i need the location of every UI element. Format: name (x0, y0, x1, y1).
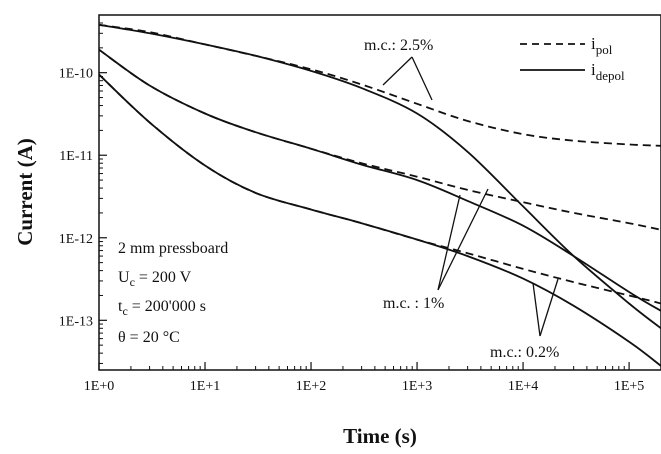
info-line-4: θ = 20 °C (118, 329, 180, 346)
annotation-mc-0-2: m.c.: 0.2% (490, 278, 559, 361)
legend: ipol idepol (520, 34, 625, 83)
annotation-mc-2-5-label: m.c.: 2.5% (364, 37, 433, 54)
info-line-2-sub: c (130, 275, 135, 289)
y-tick-labels: 1E-13 1E-12 1E-11 1E-10 (59, 67, 93, 330)
y-axis-title: Current (A) (13, 138, 37, 246)
info-line-2-main: U (118, 269, 130, 286)
info-line-3-rest: = 200'000 s (128, 298, 206, 315)
x-axis-title: Time (s) (343, 424, 417, 448)
annotation-mc-0-2-label: m.c.: 0.2% (490, 344, 559, 361)
y-tick-label: 1E-12 (59, 232, 93, 247)
ipol-curve-0 (99, 23, 661, 147)
annotation-mc-2-5-leader-a (382, 56, 413, 86)
annotation-mc-2-5-leader-b (411, 56, 433, 101)
annotation-mc-1-label: m.c. : 1% (383, 295, 444, 312)
annotation-mc-2-5: m.c.: 2.5% (364, 37, 433, 101)
series-layer (99, 23, 661, 367)
info-line-3-sub: c (122, 304, 127, 318)
annotation-mc-1: m.c. : 1% (383, 188, 489, 312)
ipol-curve-1 (99, 48, 661, 231)
x-tick-label: 1E+5 (614, 379, 644, 394)
x-tick-label: 1E+4 (508, 379, 538, 394)
annotation-mc-1-leader-a (437, 194, 461, 291)
x-tick-label: 1E+3 (402, 379, 432, 394)
info-line-2-rest: = 200 V (135, 269, 192, 286)
legend-idepol-main: i (591, 60, 596, 79)
annotation-mc-0-2-leader-a (532, 282, 541, 337)
legend-label-ipol: ipol (591, 34, 613, 57)
info-box: 2 mm pressboard Uc = 200 V tc = 200'000 … (118, 240, 228, 346)
idepol-curve-0 (99, 23, 661, 330)
annotation-mc-0-2-leader-b (539, 278, 559, 337)
tick-marks (98, 14, 661, 370)
idepol-curve-1 (99, 48, 661, 312)
info-line-3: tc = 200'000 s (118, 298, 206, 318)
annotation-mc-1-leader-b (437, 188, 489, 291)
legend-ipol-main: i (591, 34, 596, 53)
x-tick-label: 1E+2 (296, 379, 326, 394)
info-line-1: 2 mm pressboard (118, 240, 228, 257)
y-tick-label: 1E-11 (59, 149, 93, 164)
info-line-2: Uc = 200 V (118, 269, 192, 289)
x-tick-label: 1E+0 (84, 379, 114, 394)
x-tick-label: 1E+1 (190, 379, 220, 394)
legend-label-idepol: idepol (591, 60, 625, 83)
legend-ipol-sub: pol (596, 42, 613, 57)
idepol-curve-2 (99, 73, 661, 367)
info-line-3-main: t (118, 298, 123, 315)
x-tick-labels: 1E+0 1E+1 1E+2 1E+3 1E+4 1E+5 (84, 379, 645, 394)
y-tick-label: 1E-10 (59, 67, 93, 82)
legend-idepol-sub: depol (596, 68, 625, 83)
y-tick-label: 1E-13 (59, 314, 93, 329)
plot-frame (98, 14, 661, 371)
